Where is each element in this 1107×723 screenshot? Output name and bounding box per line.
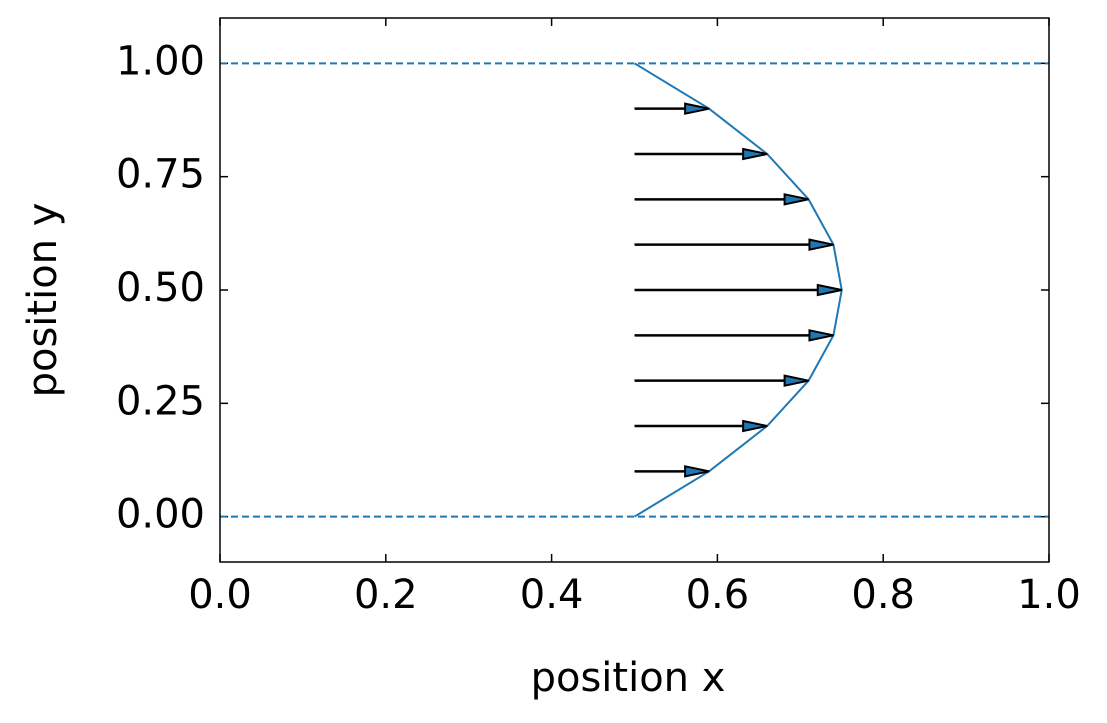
velocity-arrow [634,193,809,206]
velocity-arrow [634,147,768,161]
arrow-head [783,193,809,206]
velocity-arrow [634,419,768,433]
arrow-head [684,465,710,478]
arrow-head [684,102,710,115]
x-tick-label: 0.8 [851,572,915,618]
x-tick-label: 0.6 [686,572,750,618]
arrow-head [783,374,809,387]
y-axis-label: position y [20,203,66,398]
velocity-arrow [634,102,710,115]
y-tick-label: 0.75 [116,152,205,198]
x-axis-label: position x [531,655,726,701]
y-tick-label: 0.50 [116,265,205,311]
velocity-arrow [634,329,834,342]
arrow-head [816,283,842,297]
arrow-head [808,329,834,342]
x-tick-label: 0.2 [354,572,418,618]
x-tick-label: 1.0 [1017,572,1081,618]
x-tick-label: 0.4 [520,572,584,618]
velocity-arrow [634,283,842,297]
arrow-head [742,419,768,433]
y-tick-label: 0.00 [116,492,205,538]
arrow-head [808,238,834,251]
y-tick-label: 0.25 [116,378,205,424]
y-tick-label: 1.00 [116,38,205,84]
velocity-arrow [634,465,710,478]
x-tick-label: 0.0 [188,572,252,618]
velocity-arrow [634,374,809,387]
velocity-arrow [634,238,834,251]
arrow-head [742,147,768,161]
plot-frame [219,17,1050,563]
